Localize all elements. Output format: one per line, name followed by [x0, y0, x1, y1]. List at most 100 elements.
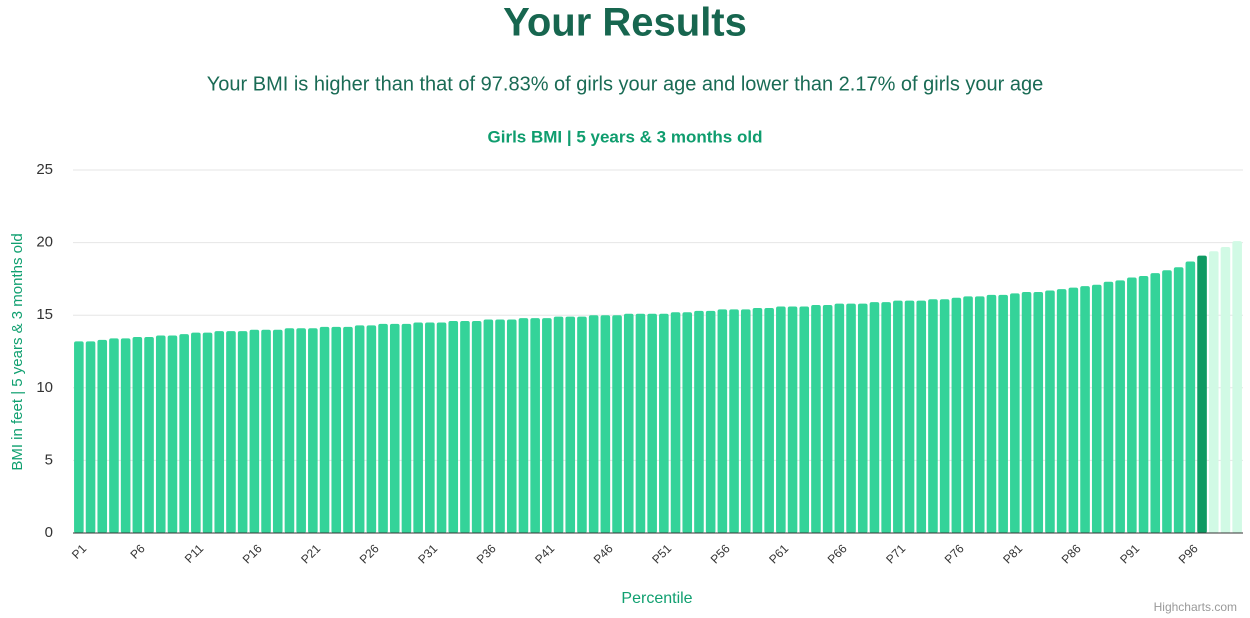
bar	[1045, 290, 1055, 533]
bar	[588, 315, 599, 533]
bar	[857, 303, 868, 533]
bar	[1033, 291, 1044, 533]
bar	[822, 305, 833, 533]
bar	[694, 310, 704, 533]
x-tick-label: P61	[766, 541, 791, 566]
x-tick-label: P96	[1176, 541, 1201, 566]
bar	[272, 329, 283, 533]
x-tick-label: P26	[357, 541, 382, 566]
bar	[401, 323, 412, 533]
x-tick-label: P31	[415, 541, 440, 566]
bar	[483, 319, 494, 533]
bar	[600, 315, 611, 533]
heading: Your Results	[503, 1, 747, 45]
bar	[506, 319, 517, 533]
bar	[132, 336, 143, 533]
y-tick-label: 20	[36, 234, 53, 251]
y-tick-label: 25	[36, 161, 53, 178]
bar	[635, 313, 646, 533]
bar	[1021, 291, 1032, 533]
bar	[729, 309, 739, 533]
bar	[1138, 275, 1149, 533]
bar	[1173, 267, 1184, 533]
bar	[787, 306, 798, 533]
x-tick-label: P41	[532, 541, 557, 566]
bar	[682, 312, 693, 533]
chart-title: Girls BMI | 5 years & 3 months old	[488, 127, 763, 146]
bar	[460, 321, 470, 533]
bar	[659, 313, 669, 533]
bar	[811, 305, 821, 533]
bar	[179, 334, 189, 533]
bar	[237, 331, 248, 533]
bar	[518, 318, 529, 533]
bar	[1127, 277, 1137, 533]
bar	[928, 299, 938, 533]
x-tick-label: P56	[708, 541, 733, 566]
bar	[542, 318, 552, 533]
message: Your BMI is higher than that of 97.83% o…	[207, 73, 1043, 95]
bar	[846, 303, 856, 533]
bar	[963, 296, 973, 533]
bar	[448, 321, 459, 533]
bar	[623, 313, 634, 533]
bar	[1115, 280, 1125, 533]
x-tick-label: P91	[1117, 541, 1142, 566]
x-tick-label: P86	[1059, 541, 1084, 566]
bar	[214, 331, 225, 533]
x-tick-label: P16	[240, 541, 265, 566]
x-tick-label: P81	[1000, 541, 1025, 566]
bar	[986, 294, 997, 533]
bar	[202, 332, 213, 533]
x-tick-label: P11	[182, 541, 207, 566]
bar	[776, 306, 786, 533]
y-axis-label: BMI in feet | 5 years & 3 months old	[9, 233, 26, 470]
bar	[1068, 287, 1079, 533]
bar	[1220, 246, 1231, 533]
y-tick-label: 5	[45, 451, 53, 468]
bar	[389, 323, 400, 533]
bar	[1080, 286, 1090, 533]
bar	[120, 338, 131, 533]
bar	[495, 319, 505, 533]
bar	[1162, 270, 1172, 533]
bar	[799, 306, 810, 533]
x-tick-label: P66	[825, 541, 850, 566]
bar	[308, 328, 318, 533]
bar	[904, 300, 915, 533]
bar	[647, 313, 657, 533]
bar	[249, 329, 260, 533]
bar	[296, 328, 306, 533]
bar	[1103, 281, 1114, 533]
bar	[740, 309, 751, 533]
x-tick-label: P71	[883, 541, 908, 566]
bar	[191, 332, 201, 533]
bar	[167, 335, 178, 533]
bar	[1150, 273, 1161, 533]
bar	[155, 335, 166, 533]
credit: Highcharts.com	[1154, 600, 1237, 614]
bar	[85, 341, 96, 533]
bar	[378, 323, 388, 533]
bar	[284, 328, 295, 533]
x-tick-label: P36	[474, 541, 499, 566]
bar	[413, 322, 423, 533]
bar	[343, 326, 353, 533]
bar	[1056, 289, 1067, 533]
bar	[670, 312, 681, 533]
x-tick-label: P46	[591, 541, 616, 566]
bar	[1197, 255, 1207, 533]
bar	[717, 309, 728, 533]
bar	[577, 316, 587, 533]
bar	[226, 331, 236, 533]
bar	[869, 302, 880, 533]
x-axis-label: Percentile	[621, 590, 692, 607]
x-tick-label: P51	[649, 541, 674, 566]
bar	[705, 310, 716, 533]
bar	[331, 326, 342, 533]
bar	[1010, 293, 1020, 533]
bar	[764, 307, 774, 533]
bar	[319, 326, 330, 533]
bar	[939, 299, 950, 533]
